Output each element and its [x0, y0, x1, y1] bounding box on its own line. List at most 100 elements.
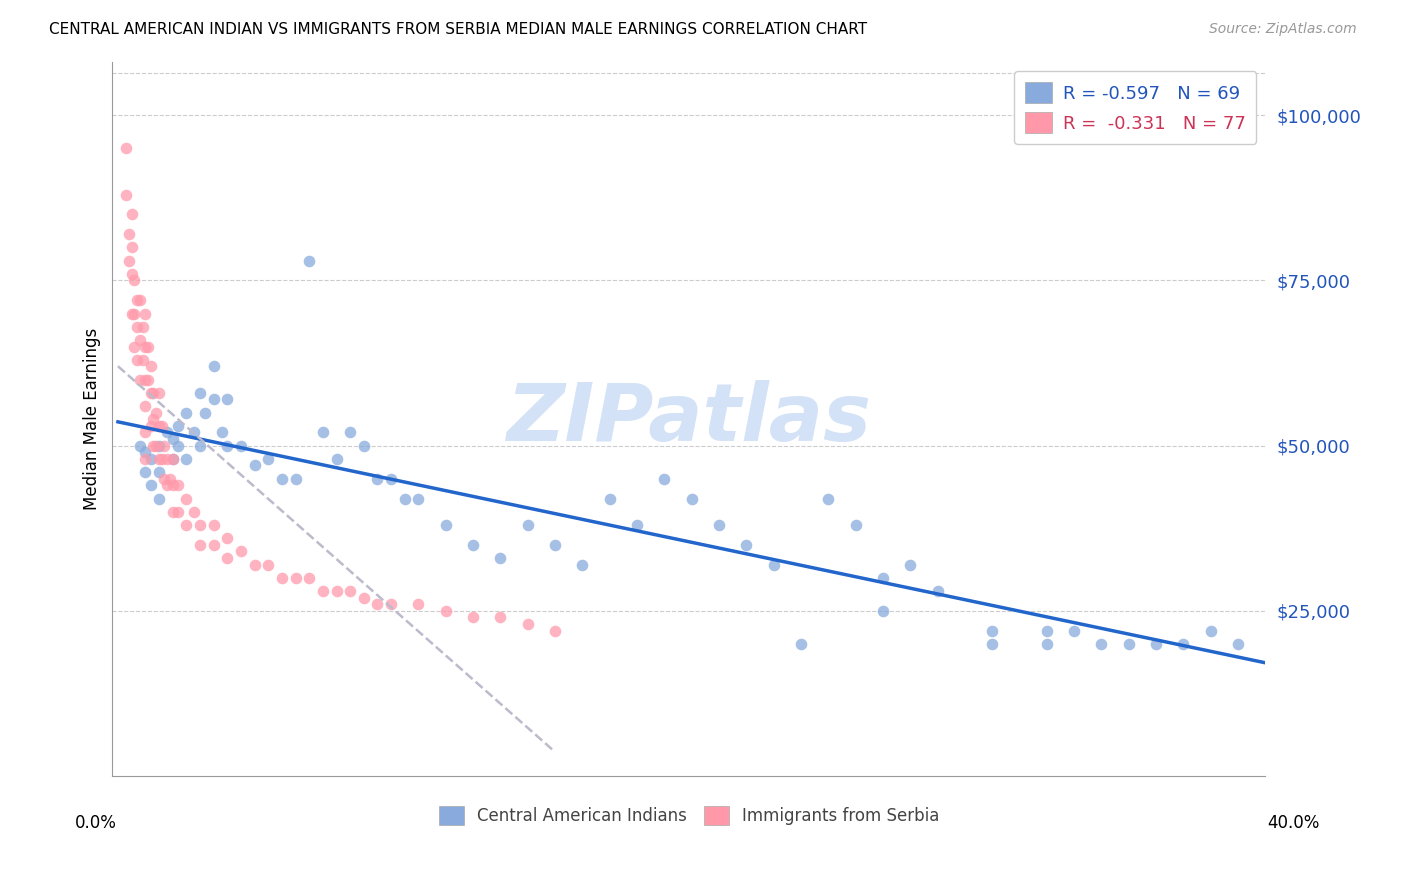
Point [145, 406, 167, 420]
Point [817, 491, 839, 506]
Point [353, 591, 375, 605]
Point [134, 445, 156, 459]
Point [461, 538, 484, 552]
Point [139, 418, 162, 433]
Point [762, 558, 785, 572]
Point [516, 518, 538, 533]
Point [174, 518, 197, 533]
Point [408, 491, 430, 506]
Point [380, 472, 402, 486]
Point [128, 293, 150, 308]
Point [243, 458, 266, 473]
Point [1227, 637, 1250, 651]
Point [217, 531, 239, 545]
Point [707, 518, 730, 533]
Point [654, 472, 676, 486]
Text: 40.0%: 40.0% [1267, 814, 1320, 831]
Point [681, 491, 703, 506]
Point [118, 227, 141, 242]
Point [134, 306, 156, 320]
Point [159, 472, 181, 486]
Point [188, 518, 211, 533]
Point [325, 451, 347, 466]
Point [544, 538, 567, 552]
Point [927, 584, 949, 599]
Point [1036, 637, 1059, 651]
Point [544, 624, 567, 638]
Point [845, 518, 868, 533]
Point [134, 399, 156, 413]
Legend: Central American Indians, Immigrants from Serbia: Central American Indians, Immigrants fro… [432, 799, 946, 832]
Point [1036, 624, 1059, 638]
Point [366, 597, 388, 611]
Point [229, 544, 252, 558]
Point [202, 359, 225, 374]
Point [124, 306, 146, 320]
Point [125, 293, 148, 308]
Point [188, 538, 211, 552]
Point [128, 373, 150, 387]
Text: CENTRAL AMERICAN INDIAN VS IMMIGRANTS FROM SERBIA MEDIAN MALE EARNINGS CORRELATI: CENTRAL AMERICAN INDIAN VS IMMIGRANTS FR… [49, 22, 868, 37]
Point [489, 551, 512, 566]
Point [202, 392, 225, 407]
Point [325, 584, 347, 599]
Point [134, 373, 156, 387]
Point [134, 451, 156, 466]
Point [148, 385, 170, 400]
Point [183, 425, 205, 440]
Point [128, 439, 150, 453]
Point [134, 465, 156, 479]
Point [131, 319, 153, 334]
Point [188, 439, 211, 453]
Point [188, 385, 211, 400]
Point [139, 385, 162, 400]
Point [183, 505, 205, 519]
Text: ZIPatlas: ZIPatlas [506, 380, 872, 458]
Point [153, 439, 176, 453]
Point [142, 385, 165, 400]
Point [284, 472, 307, 486]
Point [489, 610, 512, 624]
Point [270, 472, 292, 486]
Point [211, 425, 233, 440]
Point [312, 425, 335, 440]
Point [434, 518, 457, 533]
Point [872, 571, 894, 585]
Point [125, 319, 148, 334]
Point [1144, 637, 1167, 651]
Point [148, 491, 170, 506]
Point [139, 359, 162, 374]
Point [134, 340, 156, 354]
Point [1063, 624, 1085, 638]
Point [898, 558, 921, 572]
Point [131, 352, 153, 367]
Point [121, 240, 143, 254]
Point [150, 451, 173, 466]
Point [124, 273, 146, 287]
Point [150, 418, 173, 433]
Point [735, 538, 758, 552]
Point [194, 406, 217, 420]
Point [257, 558, 280, 572]
Point [124, 340, 146, 354]
Point [461, 610, 484, 624]
Point [434, 604, 457, 618]
Point [136, 340, 159, 354]
Point [162, 478, 184, 492]
Point [125, 352, 148, 367]
Point [380, 597, 402, 611]
Point [148, 418, 170, 433]
Point [217, 551, 239, 566]
Point [148, 451, 170, 466]
Point [156, 451, 179, 466]
Point [257, 451, 280, 466]
Point [339, 425, 361, 440]
Point [229, 439, 252, 453]
Point [162, 451, 184, 466]
Point [156, 478, 179, 492]
Point [156, 425, 179, 440]
Point [128, 333, 150, 347]
Point [139, 451, 162, 466]
Y-axis label: Median Male Earnings: Median Male Earnings [83, 328, 101, 510]
Point [145, 439, 167, 453]
